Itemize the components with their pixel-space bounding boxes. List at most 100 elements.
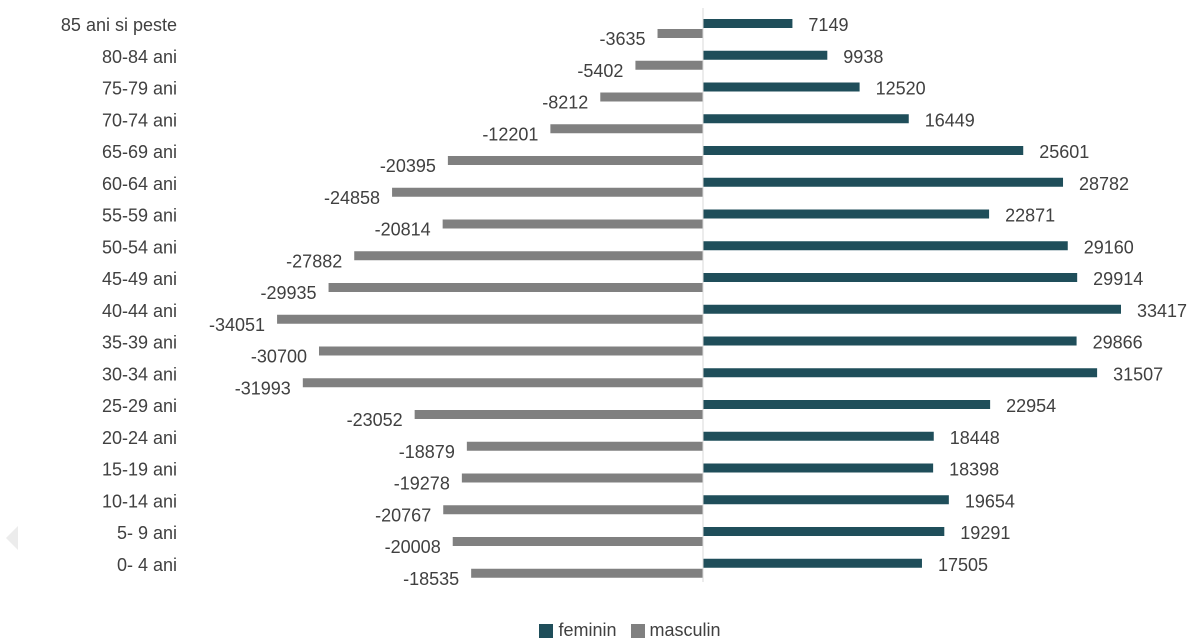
bar-masculin [318,346,703,356]
bar-masculin [657,29,703,38]
bar-feminin [703,431,934,441]
bar-feminin [703,209,990,219]
category-label: 70-74 ani [102,110,177,130]
category-label: 40-44 ani [102,301,177,321]
category-label: 55-59 ani [102,206,177,226]
data-label-feminin: 18448 [950,428,1000,448]
data-label-feminin: 18398 [949,460,999,480]
data-label-feminin: 7149 [808,15,848,35]
bar-masculin [277,314,703,324]
legend-label-masculin: masculin [649,620,721,640]
legend-swatch-masculin [630,623,645,638]
bar-feminin [703,82,860,92]
category-label: 5- 9 ani [117,523,177,543]
data-label-feminin: 12520 [876,79,926,99]
value-labels-layer: 7149 -3635 9938 -5402 12520 -8212 16449 -12201 2… [209,15,1187,589]
category-label: 60-64 ani [102,174,177,194]
bar-masculin [442,219,703,229]
data-label-feminin: 22954 [1006,396,1056,416]
data-label-feminin: 29914 [1093,269,1143,289]
category-label: 0- 4 ani [117,555,177,575]
category-label: 85 ani si peste [61,15,177,35]
bar-feminin [703,527,945,536]
category-label: 20-24 ani [102,428,177,448]
data-label-masculin: -31993 [235,378,291,398]
category-label: 50-54 ani [102,237,177,257]
data-label-feminin: 16449 [925,110,975,130]
category-label: 35-39 ani [102,333,177,353]
data-label-masculin: -24858 [324,188,380,208]
population-pyramid-chart: 7149 -3635 9938 -5402 12520 -8212 16449 -12201 2… [61,8,1187,589]
bar-masculin [443,505,703,515]
bar-feminin [703,400,991,409]
category-label: 10-14 ani [102,491,177,511]
bar-feminin [703,241,1068,251]
bar-feminin [703,177,1064,187]
bar-masculin [414,410,703,419]
bar-masculin [354,251,703,261]
bar-masculin [550,124,703,134]
data-label-masculin: -18535 [403,569,459,589]
data-label-feminin: 22871 [1005,206,1055,226]
data-label-masculin: -19278 [394,474,450,494]
bar-feminin [703,495,949,505]
category-label: 15-19 ani [102,460,177,480]
data-label-masculin: -20395 [380,156,436,176]
legend-swatch-feminin [539,623,554,638]
bar-feminin [703,273,1078,282]
data-label-feminin: 29866 [1093,333,1143,353]
data-label-feminin: 9938 [843,47,883,67]
legend-item-masculin[interactable]: masculin [630,620,721,641]
bar-feminin [703,463,934,473]
bar-feminin [703,19,793,28]
bar-masculin [471,568,703,578]
bar-feminin [703,368,1098,378]
data-label-feminin: 17505 [938,555,988,575]
bar-masculin [302,378,703,388]
category-label: 80-84 ani [102,47,177,67]
legend-label-feminin: feminin [558,620,617,640]
data-label-masculin: -29935 [260,283,316,303]
legend: feminin masculin [0,620,1198,641]
bar-masculin [452,537,703,546]
data-label-masculin: -12201 [482,124,538,144]
bar-feminin [703,304,1121,314]
data-label-masculin: -20008 [385,537,441,557]
bar-masculin [392,187,703,197]
data-label-masculin: -23052 [347,410,403,430]
data-label-masculin: -3635 [599,29,645,49]
bar-masculin [635,60,703,70]
bar-masculin [447,156,703,165]
bar-feminin [703,114,909,124]
category-label: 65-69 ani [102,142,177,162]
data-label-feminin: 25601 [1039,142,1089,162]
data-label-masculin: -8212 [542,93,588,113]
bars-layer [277,19,1121,578]
bar-masculin [328,283,703,292]
category-labels-layer: 85 ani si peste 80-84 ani 75-79 ani 70-74 a… [61,15,177,575]
bar-feminin [703,50,828,60]
category-label: 30-34 ani [102,364,177,384]
data-label-masculin: -20814 [375,220,431,240]
data-label-feminin: 33417 [1137,301,1187,321]
data-label-masculin: -18879 [399,442,455,462]
data-label-feminin: 19291 [960,523,1010,543]
data-label-feminin: 28782 [1079,174,1129,194]
legend-item-feminin[interactable]: feminin [539,620,617,641]
data-label-feminin: 19654 [965,491,1015,511]
bar-feminin [703,558,922,568]
data-label-masculin: -34051 [209,315,265,335]
data-label-masculin: -5402 [577,61,623,81]
bar-masculin [600,92,703,102]
bar-masculin [461,473,703,483]
data-label-feminin: 29160 [1084,237,1134,257]
scroll-left-arrow-icon[interactable] [6,526,18,550]
bar-masculin [466,441,703,451]
data-label-feminin: 31507 [1113,364,1163,384]
bar-feminin [703,146,1024,155]
data-label-masculin: -20767 [375,505,431,525]
category-label: 25-29 ani [102,396,177,416]
category-label: 45-49 ani [102,269,177,289]
data-label-masculin: -30700 [251,347,307,367]
data-label-masculin: -27882 [286,251,342,271]
